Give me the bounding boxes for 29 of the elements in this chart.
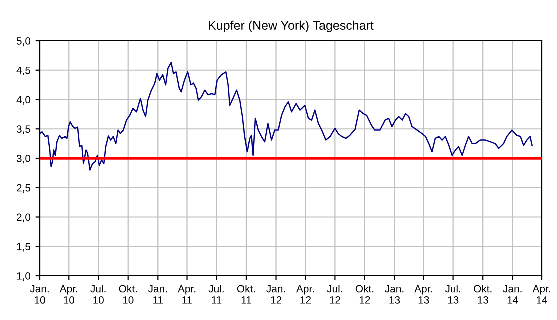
- x-tick-label: Jan. 11: [148, 285, 168, 304]
- x-tick-label: Apr. 14: [532, 285, 550, 304]
- y-tick-label: 1,5: [17, 243, 31, 252]
- y-tick-label: 4,5: [16, 66, 31, 76]
- y-tick-label: 3,0: [16, 155, 31, 164]
- y-tick-label: 3,5: [16, 126, 31, 134]
- x-tick-label: Jul. 13: [445, 285, 460, 304]
- x-tick-label: Jul. 11: [208, 285, 224, 304]
- x-tick-label: Jan. 12: [266, 285, 286, 304]
- x-tick-label: Apr. 11: [178, 285, 196, 304]
- chart-title: Kupfer (New York) Tageschart: [209, 20, 374, 32]
- y-tick-label: 2,0: [17, 214, 31, 222]
- x-tick-label: Jan. 10: [30, 285, 49, 304]
- x-tick-label: Okt. 11: [237, 285, 256, 304]
- x-tick-label: Jul. 12: [327, 285, 342, 304]
- x-tick-label: Apr. 10: [60, 285, 78, 304]
- x-tick-label: Jan. 13: [385, 285, 404, 304]
- x-tick-label: Okt. 13: [474, 285, 492, 304]
- y-tick-label: 1,0: [17, 272, 31, 282]
- x-tick-label: Jul. 10: [90, 285, 106, 304]
- x-tick-label: Apr. 12: [296, 285, 314, 304]
- y-tick-label: 4,0: [16, 96, 31, 105]
- x-tick-label: Okt. 10: [119, 285, 137, 304]
- x-tick-label: Apr. 13: [414, 285, 432, 304]
- y-tick-label: 2,5: [17, 184, 31, 193]
- x-tick-label: Okt. 12: [356, 285, 374, 304]
- y-tick-label: 5,0: [16, 38, 31, 46]
- x-tick-label: Jan. 14: [503, 285, 522, 304]
- line-series: [40, 62, 533, 171]
